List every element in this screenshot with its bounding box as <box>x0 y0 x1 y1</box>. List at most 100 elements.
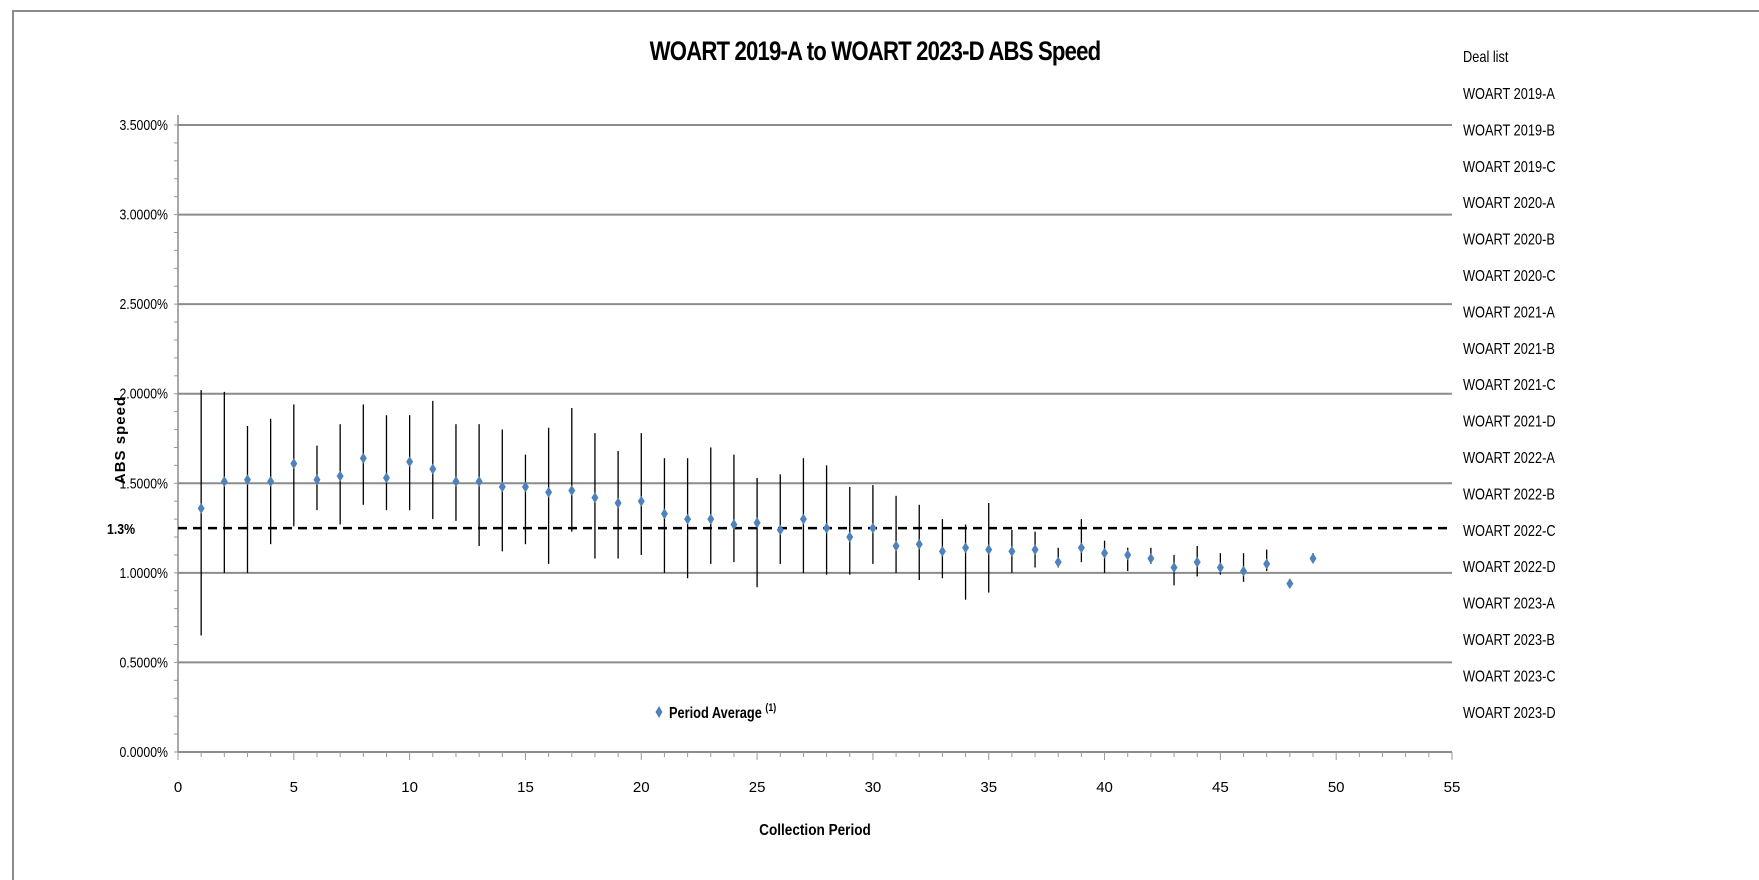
deal-list-item: WOART 2023-B <box>1463 632 1555 650</box>
data-point <box>1101 547 1109 559</box>
data-point <box>406 456 414 468</box>
data-point <box>591 492 599 504</box>
x-tick-label: 35 <box>980 779 997 796</box>
deal-list-item: WOART 2019-C <box>1463 159 1556 177</box>
x-tick-label: 0 <box>174 779 182 796</box>
deal-list-item: WOART 2022-C <box>1463 523 1556 541</box>
data-point <box>290 458 298 470</box>
chart-frame <box>12 10 1759 880</box>
x-tick-label: 25 <box>749 779 766 796</box>
reference-line-group: 1.3% <box>107 521 1452 537</box>
data-point <box>1193 556 1201 568</box>
data-point <box>799 513 807 525</box>
data-point <box>243 474 251 486</box>
data-point <box>1008 545 1016 557</box>
gridlines <box>178 124 1452 664</box>
x-tick-label: 10 <box>401 779 418 796</box>
data-point <box>1286 578 1294 590</box>
deal-list-item: WOART 2020-C <box>1463 268 1556 286</box>
data-point <box>1054 556 1062 568</box>
legend-label: Period Average (1) <box>669 702 776 722</box>
data-point <box>498 481 506 493</box>
deal-list-item: WOART 2020-A <box>1463 195 1555 213</box>
x-tick-label: 5 <box>290 779 298 796</box>
data-point <box>614 497 622 509</box>
data-point <box>915 538 923 550</box>
x-tick-label: 20 <box>633 779 650 796</box>
y-tick-label: 2.0000% <box>119 386 168 402</box>
data-point <box>1170 561 1178 573</box>
deal-list-item: WOART 2021-D <box>1463 413 1556 431</box>
data-point <box>1263 558 1271 570</box>
y-tick-label: 0.0000% <box>119 744 168 760</box>
data-point <box>892 540 900 552</box>
y-tick-label: 1.5000% <box>119 475 168 491</box>
data-point <box>313 474 321 486</box>
data-point <box>707 513 715 525</box>
deal-list-item: WOART 2020-B <box>1463 231 1555 249</box>
data-point <box>660 508 668 520</box>
x-tick-label: 15 <box>517 779 534 796</box>
x-tick-label: 50 <box>1328 779 1345 796</box>
x-tick-label: 40 <box>1096 779 1113 796</box>
deal-list-item: WOART 2023-D <box>1463 705 1556 723</box>
deal-list-item: WOART 2023-A <box>1463 595 1555 613</box>
deal-list-item: WOART 2021-B <box>1463 341 1555 359</box>
data-point <box>1240 565 1248 577</box>
deal-list-item: WOART 2021-A <box>1463 304 1555 322</box>
data-point <box>545 486 553 498</box>
deal-list-item: WOART 2022-D <box>1463 559 1556 577</box>
data-point <box>452 475 460 487</box>
y-tick-label: 2.5000% <box>119 296 168 312</box>
data-point <box>962 542 970 554</box>
deal-list-item: WOART 2021-C <box>1463 377 1556 395</box>
data-point <box>197 502 205 514</box>
error-bars <box>200 390 1314 636</box>
data-point <box>336 470 344 482</box>
deal-list: Deal list WOART 2019-A WOART 2019-B WOART 2… <box>1463 49 1556 722</box>
legend-marker <box>655 706 663 718</box>
data-point <box>938 545 946 557</box>
legend-superscript: (1) <box>765 702 776 714</box>
axes <box>174 115 1453 760</box>
data-point <box>985 544 993 556</box>
x-tick-label: 30 <box>865 779 882 796</box>
data-point <box>521 481 529 493</box>
data-point <box>382 472 390 484</box>
data-point <box>753 517 761 529</box>
deal-list-item: WOART 2023-C <box>1463 668 1556 686</box>
data-point <box>359 452 367 464</box>
deal-list-item: WOART 2019-A <box>1463 86 1555 104</box>
data-points <box>197 452 1317 590</box>
data-point <box>684 513 692 525</box>
data-point <box>846 531 854 543</box>
deal-list-title: Deal list <box>1463 49 1508 67</box>
data-point <box>869 522 877 534</box>
axis-labels: 0.0000% 0.5000% 1.0000% 1.5000% 2.0000% 2.500… <box>112 117 1460 839</box>
data-point <box>637 495 645 507</box>
deal-list-item: WOART 2022-A <box>1463 450 1555 468</box>
y-tick-label: 3.5000% <box>119 117 168 133</box>
x-tick-label: 45 <box>1212 779 1229 796</box>
data-point <box>267 475 275 487</box>
x-axis-title: Collection Period <box>759 822 871 839</box>
reference-line-label: 1.3% <box>107 521 135 537</box>
data-point <box>1147 553 1155 565</box>
data-point <box>1216 561 1224 573</box>
data-point <box>823 522 831 534</box>
chart-title: WOART 2019-A to WOART 2023-D ABS Speed <box>649 36 1101 66</box>
y-tick-label: 3.0000% <box>119 206 168 222</box>
data-point <box>475 475 483 487</box>
y-axis-title: ABS speed <box>112 396 129 484</box>
data-point <box>1124 549 1132 561</box>
data-point <box>776 524 784 536</box>
data-point <box>220 475 228 487</box>
data-point <box>1031 544 1039 556</box>
deal-list-item: WOART 2019-B <box>1463 122 1555 140</box>
data-point <box>429 463 437 475</box>
legend: Period Average (1) <box>655 702 776 722</box>
deal-list-item: WOART 2022-B <box>1463 486 1555 504</box>
y-tick-label: 0.5000% <box>119 654 168 670</box>
data-point <box>568 484 576 496</box>
